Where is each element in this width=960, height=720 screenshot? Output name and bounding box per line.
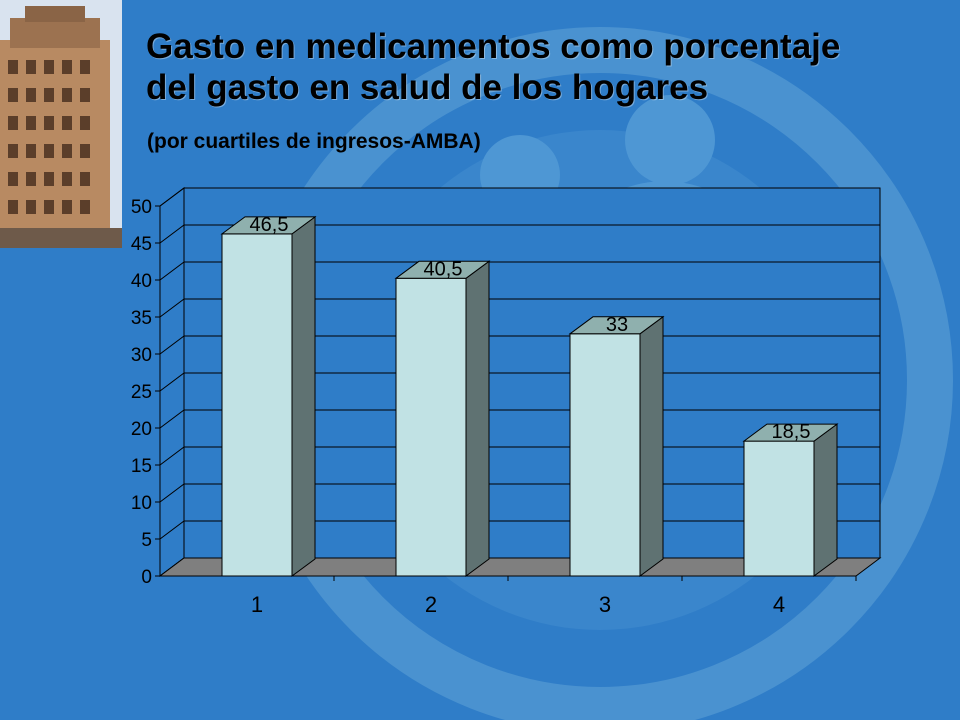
y-tick-label: 15: [131, 456, 152, 477]
data-label: 33: [606, 314, 628, 336]
data-label: 18,5: [772, 421, 811, 443]
y-tick-label: 25: [131, 382, 152, 403]
bar-side: [639, 315, 664, 577]
bar-front: [743, 440, 815, 577]
bar-2: [394, 260, 491, 577]
bar-side: [813, 423, 838, 577]
x-axis-ticks: 1 2 3 4: [251, 576, 857, 617]
y-tick-label: 35: [131, 308, 152, 329]
bar-4: [742, 423, 839, 577]
y-tick-label: 20: [131, 419, 152, 440]
y-axis-ticks: 0 5 10 15 20 25 30 35 40 45 50: [131, 197, 160, 588]
gridline: [159, 224, 880, 244]
x-tick-label: 2: [425, 592, 437, 617]
bar-front: [221, 233, 293, 577]
data-label: 46,5: [250, 214, 289, 236]
bar-side: [465, 260, 490, 577]
gridline: [159, 298, 880, 318]
slide-title-line-2: del gasto en salud de los hogares: [146, 68, 709, 107]
x-tick-label: 4: [773, 592, 785, 617]
slide-subtitle: (por cuartiles de ingresos-AMBA): [147, 130, 481, 153]
y-tick-label: 30: [131, 345, 152, 366]
y-tick-label: 0: [141, 567, 152, 588]
y-tick-label: 10: [131, 493, 152, 514]
data-label: 40,5: [424, 258, 463, 280]
bar-top: [742, 423, 839, 442]
bar-3: [568, 315, 665, 577]
bar-top: [220, 216, 317, 235]
gridline: [159, 187, 880, 207]
y-tick-label: 5: [141, 530, 152, 551]
y-tick-label: 40: [131, 271, 152, 292]
x-tick-label: 1: [251, 592, 263, 617]
slide-title: Gasto en medicamentos como porcentaje de…: [146, 26, 946, 108]
bars: [220, 215, 839, 577]
gridline: [159, 261, 880, 281]
bar-1: [220, 215, 317, 577]
bar-top: [394, 260, 491, 279]
bar-top: [568, 316, 665, 335]
data-labels: 46,5 40,5 33 18,5: [250, 214, 811, 443]
y-tick-label: 50: [131, 197, 152, 218]
building-photo: [0, 0, 122, 248]
bar-front: [569, 333, 641, 577]
bar-side: [291, 215, 316, 577]
slide-title-line-1: Gasto en medicamentos como porcentaje: [146, 27, 841, 66]
y-tick-label: 45: [131, 234, 152, 255]
bar-front: [395, 277, 467, 577]
x-tick-label: 3: [599, 592, 611, 617]
